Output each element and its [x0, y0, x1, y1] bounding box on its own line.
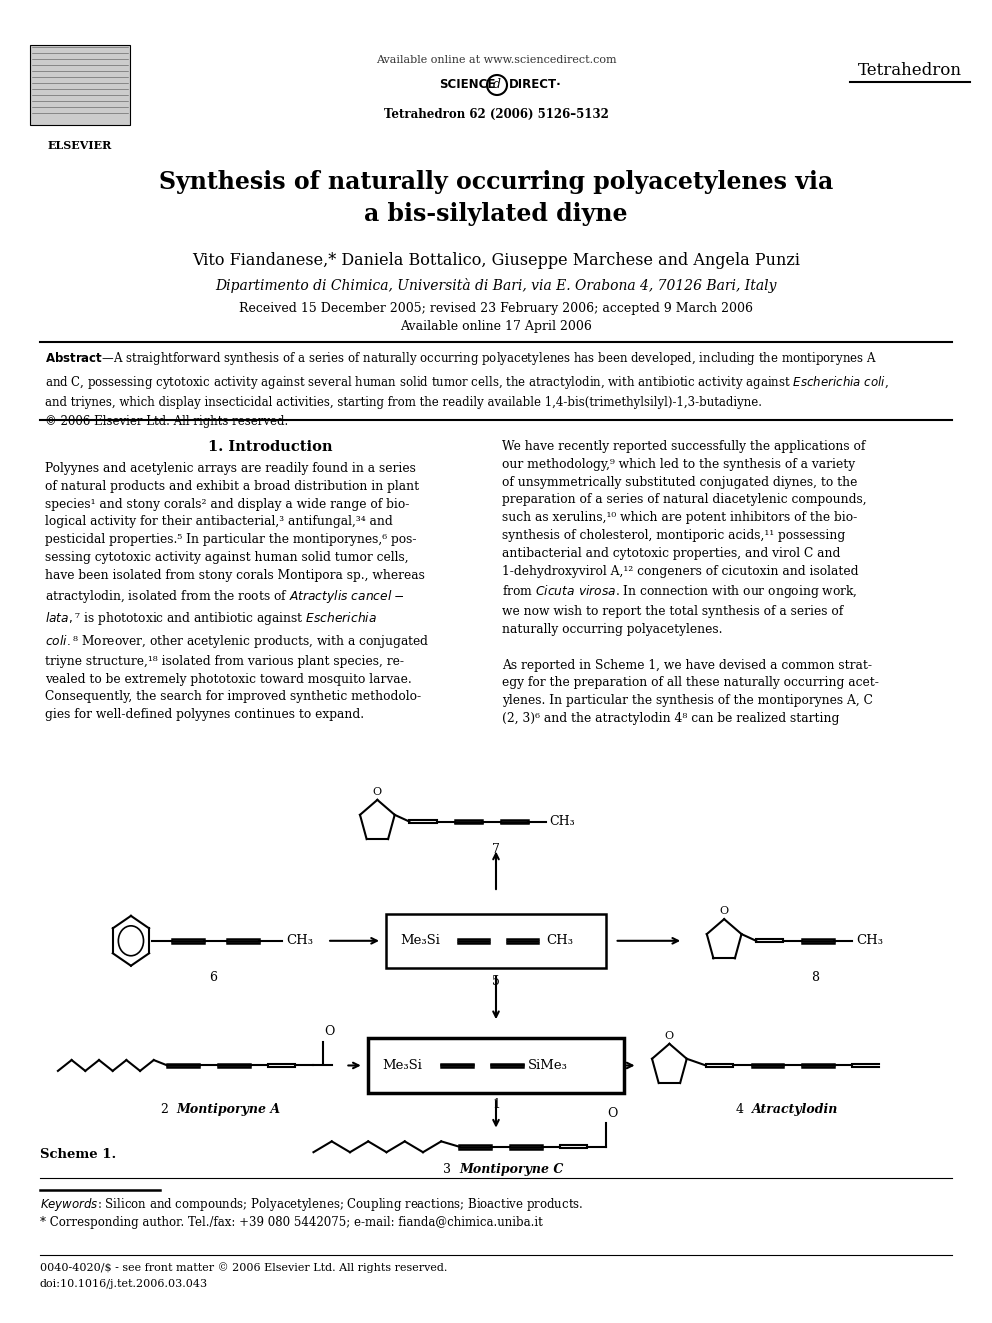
Bar [368, 1039, 624, 1093]
Text: 3: 3 [443, 1163, 459, 1176]
Text: 1. Introduction: 1. Introduction [207, 441, 332, 454]
Text: Atractylodin: Atractylodin [752, 1103, 838, 1117]
Text: ELSEVIER: ELSEVIER [48, 140, 112, 151]
Text: SCIENCE: SCIENCE [439, 78, 496, 91]
Text: a bis-silylated diyne: a bis-silylated diyne [364, 202, 628, 226]
Text: DIRECT·: DIRECT· [509, 78, 561, 91]
Bar [30, 45, 130, 124]
Bar [387, 914, 605, 968]
Text: Dipartimento di Chimica, Università di Bari, via E. Orabona 4, 70126 Bari, Italy: Dipartimento di Chimica, Università di B… [215, 278, 777, 292]
Text: 1: 1 [492, 1098, 500, 1111]
Text: O: O [607, 1106, 618, 1119]
Text: Polyynes and acetylenic arrays are readily found in a series
of natural products: Polyynes and acetylenic arrays are readi… [45, 462, 430, 721]
Text: Me₃Si: Me₃Si [400, 934, 440, 947]
Text: SiMe₃: SiMe₃ [528, 1058, 567, 1072]
Text: CH₃: CH₃ [856, 934, 884, 947]
Text: Me₃Si: Me₃Si [382, 1058, 422, 1072]
Text: 4: 4 [735, 1103, 752, 1117]
Text: O: O [665, 1031, 674, 1040]
Text: O: O [373, 787, 382, 796]
Text: 0040-4020/$ - see front matter © 2006 Elsevier Ltd. All rights reserved.: 0040-4020/$ - see front matter © 2006 El… [40, 1262, 447, 1273]
Text: 2: 2 [161, 1103, 177, 1117]
Text: 6: 6 [209, 971, 217, 984]
Text: $\bf{Abstract}$—A straightforward synthesis of a series of naturally occurring p: $\bf{Abstract}$—A straightforward synthe… [45, 351, 889, 427]
Text: Montiporyne A: Montiporyne A [177, 1103, 281, 1117]
Text: CH₃: CH₃ [286, 934, 313, 947]
Text: O: O [719, 906, 729, 916]
Text: CH₃: CH₃ [549, 815, 574, 828]
Text: Tetrahedron 62 (2006) 5126–5132: Tetrahedron 62 (2006) 5126–5132 [384, 108, 608, 120]
Text: O: O [324, 1025, 334, 1039]
Text: CH₃: CH₃ [547, 934, 573, 947]
Text: d: d [493, 78, 501, 91]
Text: $\it{Keywords}$: Silicon and compounds; Polyacetylenes; Coupling reactions; Bioa: $\it{Keywords}$: Silicon and compounds; … [40, 1196, 583, 1213]
Text: Vito Fiandanese,* Daniela Bottalico, Giuseppe Marchese and Angela Punzi: Vito Fiandanese,* Daniela Bottalico, Giu… [192, 251, 800, 269]
Text: Scheme 1.: Scheme 1. [40, 1148, 116, 1162]
Text: Received 15 December 2005; revised 23 February 2006; accepted 9 March 2006: Received 15 December 2005; revised 23 Fe… [239, 302, 753, 315]
Text: 5: 5 [492, 975, 500, 988]
Text: doi:10.1016/j.tet.2006.03.043: doi:10.1016/j.tet.2006.03.043 [40, 1279, 208, 1289]
Text: Tetrahedron: Tetrahedron [858, 62, 962, 79]
Text: * Corresponding author. Tel./fax: +39 080 5442075; e-mail: fianda@chimica.uniba.: * Corresponding author. Tel./fax: +39 08… [40, 1216, 543, 1229]
Text: Available online at www.sciencedirect.com: Available online at www.sciencedirect.co… [376, 56, 616, 65]
Text: We have recently reported successfully the applications of
our methodology,⁹ whi: We have recently reported successfully t… [502, 441, 879, 725]
Text: 7: 7 [492, 843, 500, 856]
Text: Montiporyne C: Montiporyne C [459, 1163, 563, 1176]
Text: Available online 17 April 2006: Available online 17 April 2006 [400, 320, 592, 333]
Text: 8: 8 [811, 971, 819, 984]
Text: Synthesis of naturally occurring polyacetylenes via: Synthesis of naturally occurring polyace… [159, 169, 833, 194]
